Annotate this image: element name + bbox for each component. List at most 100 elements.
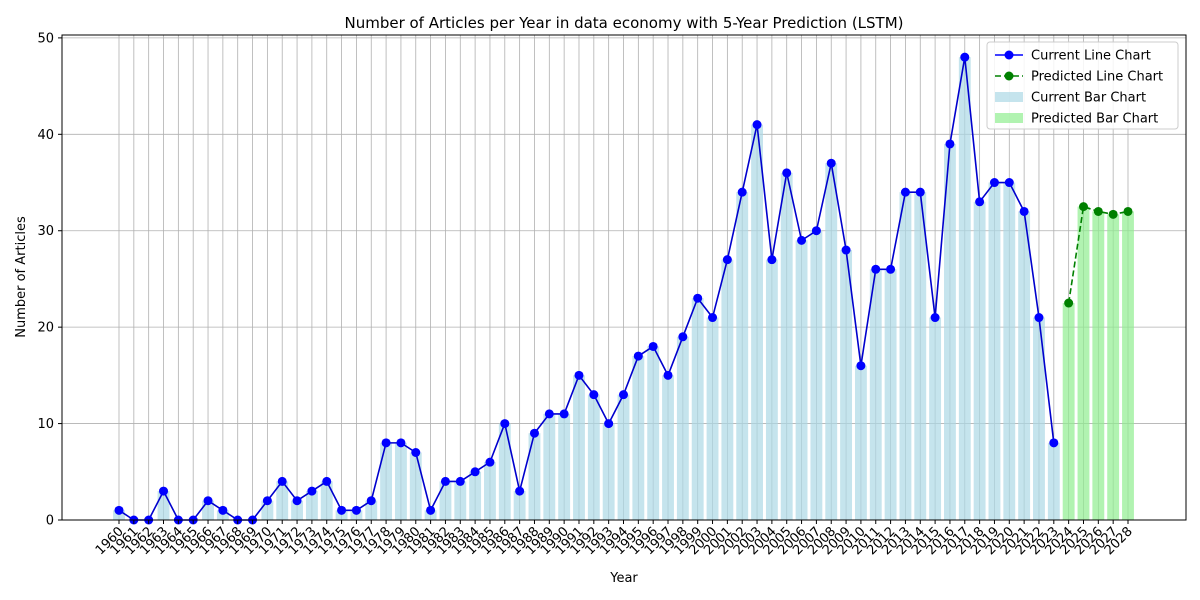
current-bar (424, 510, 437, 520)
predicted-bar (1077, 206, 1090, 520)
current-bar (736, 192, 749, 520)
legend-marker-current-line (1004, 50, 1014, 60)
current-point (322, 476, 332, 486)
current-point (515, 486, 525, 496)
legend-label: Predicted Bar Chart (1031, 112, 1158, 127)
legend-marker-predicted-line (1004, 71, 1014, 81)
current-point (292, 496, 302, 506)
current-point (1004, 178, 1014, 188)
current-bar (973, 201, 986, 520)
lines-layer (114, 52, 1133, 525)
current-point (945, 139, 955, 149)
y-tick-label: 50 (37, 31, 54, 46)
current-bar (543, 413, 556, 520)
current-bar (202, 500, 214, 520)
current-bar (869, 269, 882, 520)
current-point (455, 476, 465, 486)
current-bar (558, 413, 571, 520)
current-bar (216, 510, 229, 520)
current-bar (528, 433, 541, 520)
current-point (619, 390, 628, 400)
current-point (797, 235, 807, 245)
current-point (366, 496, 376, 506)
current-bar (632, 356, 645, 520)
current-bar (899, 192, 912, 520)
current-bar (380, 442, 393, 520)
current-point (396, 438, 406, 448)
legend-swatch-bar (995, 113, 1023, 123)
current-bar (498, 423, 511, 520)
current-point (648, 341, 658, 351)
current-point (915, 187, 925, 197)
current-line (118, 57, 1055, 521)
predicted-bar (1062, 303, 1075, 520)
current-bar (662, 375, 674, 520)
current-point (663, 370, 673, 380)
current-point (1034, 313, 1044, 323)
predicted-point (1123, 206, 1133, 216)
current-bar (988, 182, 1001, 521)
current-point (589, 390, 599, 400)
current-point (337, 505, 347, 515)
current-bar (291, 500, 303, 520)
current-point (218, 505, 228, 515)
current-bar (157, 491, 170, 520)
legend-label: Current Bar Chart (1031, 91, 1146, 106)
current-point (960, 52, 970, 62)
current-bar (854, 365, 867, 520)
current-bar (795, 240, 808, 520)
legend: Current Line Chart Predicted Line Chart Cu… (986, 41, 1179, 130)
current-bar (958, 57, 971, 520)
current-bar (1003, 182, 1016, 521)
current-point (782, 168, 792, 178)
current-point (426, 505, 436, 515)
current-point (752, 120, 762, 130)
legend-label: Current Line Chart (1031, 49, 1151, 64)
chart-title: Number of Articles per Year in data econ… (344, 14, 903, 32)
current-point (856, 361, 866, 371)
current-bar (691, 298, 704, 520)
predicted-bar (1092, 211, 1105, 520)
current-point (559, 409, 569, 419)
current-point (262, 496, 272, 506)
legend-swatch-bar (995, 92, 1023, 102)
current-point (411, 448, 421, 458)
current-bar (617, 394, 630, 520)
legend-box (986, 41, 1179, 130)
current-point (722, 255, 732, 265)
current-point (277, 476, 287, 486)
current-bar (602, 423, 615, 520)
legend-label: Predicted Line Chart (1031, 70, 1163, 85)
current-bar (647, 346, 660, 520)
y-axis-label: Number of Articles (14, 216, 29, 338)
current-bar (513, 491, 526, 520)
current-bar (780, 172, 793, 521)
current-bar (409, 452, 422, 520)
y-tick-label: 20 (37, 321, 54, 336)
current-bar (439, 481, 452, 520)
current-bar (394, 442, 407, 520)
bars-layer (113, 57, 1134, 521)
current-point (811, 226, 821, 236)
current-point (826, 158, 836, 168)
current-bar (365, 500, 378, 520)
current-point (470, 467, 480, 477)
current-bar (929, 317, 942, 520)
predicted-point (1064, 298, 1074, 308)
y-tick-label: 30 (37, 224, 54, 239)
current-point (203, 496, 213, 506)
current-point (544, 409, 554, 419)
x-axis-label: Year (609, 571, 638, 586)
current-point (930, 313, 940, 323)
current-bar (113, 510, 125, 520)
current-point (989, 178, 999, 188)
current-bar (573, 375, 585, 520)
y-tick-label: 0 (46, 514, 54, 529)
current-point (604, 419, 614, 429)
x-ticks: 1960196119621963196419651966196719681969… (93, 520, 1136, 558)
current-bar (914, 192, 927, 520)
current-bar (751, 124, 763, 520)
current-point (1019, 206, 1029, 216)
current-point (708, 313, 718, 323)
